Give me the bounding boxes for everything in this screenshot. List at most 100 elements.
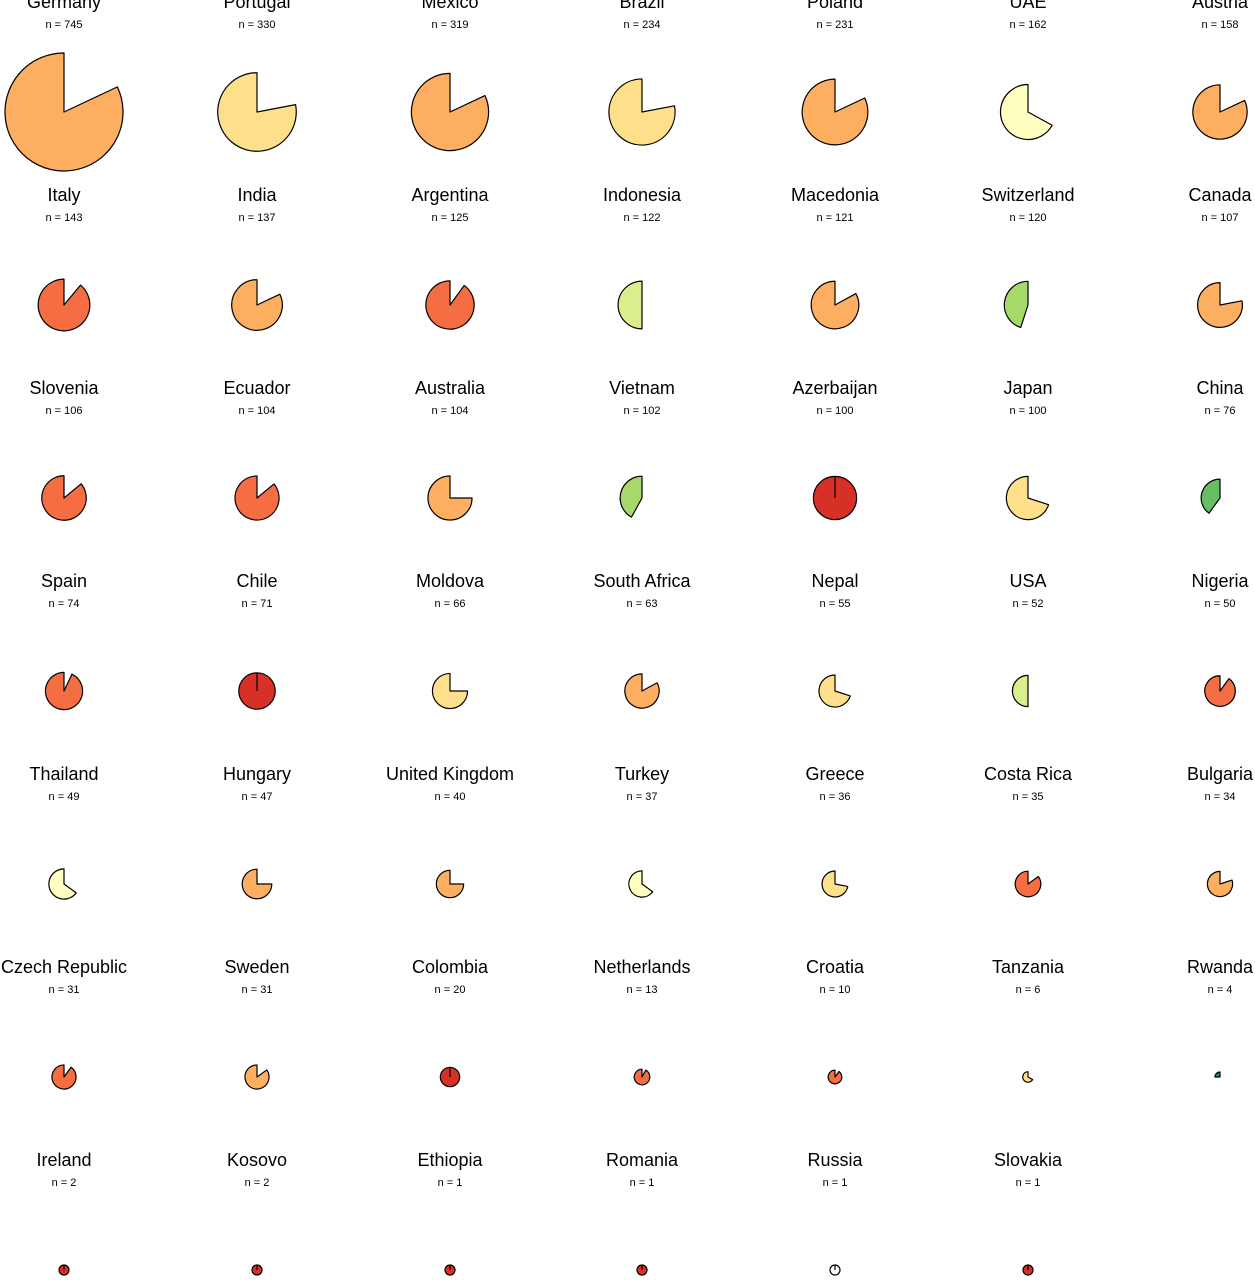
sample-size-label: n = 125 [431, 212, 468, 224]
country-label: Sweden [224, 957, 289, 977]
pie-slice [231, 279, 283, 331]
sample-size-label: n = 234 [623, 19, 660, 31]
pie-macedonia: Macedonia n = 121 [791, 185, 880, 330]
pie-switzerland: Switzerland n = 120 [981, 185, 1075, 329]
sample-size-label: n = 71 [242, 598, 273, 610]
pie-brazil: Brazil n = 234 [608, 0, 676, 146]
sample-size-label: n = 1 [630, 1177, 655, 1189]
pie-slice [1197, 282, 1243, 328]
sample-size-label: n = 319 [431, 19, 468, 31]
pie-germany: Germany n = 745 [4, 0, 124, 172]
country-label: UAE [1009, 0, 1046, 12]
pie-slice [617, 280, 643, 330]
country-label: Italy [47, 185, 80, 205]
pie-ethiopia: Ethiopia n = 1 [417, 1150, 484, 1276]
pie-ireland: Ireland n = 2 [36, 1150, 92, 1276]
pie-slovakia: Slovakia n = 1 [994, 1150, 1063, 1276]
pie-slice [425, 280, 475, 330]
sample-size-label: n = 745 [45, 19, 82, 31]
country-label: Netherlands [593, 957, 690, 977]
sample-size-label: n = 4 [1208, 984, 1233, 996]
country-label: Russia [807, 1150, 863, 1170]
country-label: Vietnam [609, 378, 675, 398]
sample-size-label: n = 50 [1205, 598, 1236, 610]
pie-portugal: Portugal n = 330 [217, 0, 297, 152]
pie-slice [628, 870, 654, 898]
sample-size-label: n = 40 [435, 791, 466, 803]
pie-slice [624, 673, 660, 709]
pie-rwanda: Rwanda n = 4 [1187, 957, 1254, 1078]
sample-size-label: n = 137 [238, 212, 275, 224]
country-label: United Kingdom [386, 764, 514, 784]
pie-nepal: Nepal n = 55 [811, 571, 859, 708]
country-label: Germany [27, 0, 101, 12]
country-label: Turkey [615, 764, 669, 784]
pie-russia: Russia n = 1 [807, 1150, 863, 1276]
country-label: Azerbaijan [792, 378, 877, 398]
sample-size-label: n = 20 [435, 984, 466, 996]
pie-slice [633, 1068, 651, 1086]
pie-slice [48, 868, 77, 900]
country-label: Czech Republic [1, 957, 127, 977]
country-label: USA [1009, 571, 1046, 591]
sample-size-label: n = 1 [823, 1177, 848, 1189]
pie-vietnam: Vietnam n = 102 [609, 378, 675, 518]
pie-slice [427, 475, 473, 521]
sample-size-label: n = 66 [435, 598, 466, 610]
sample-size-label: n = 1 [438, 1177, 463, 1189]
pie-slice [818, 674, 851, 708]
pie-slice [1014, 870, 1042, 898]
pie-slice [41, 475, 87, 521]
pie-hungary: Hungary n = 47 [223, 764, 291, 900]
pie-slice [821, 870, 849, 898]
sample-size-label: n = 49 [49, 791, 80, 803]
pie-turkey: Turkey n = 37 [615, 764, 669, 898]
pie-azerbaijan: Azerbaijan n = 100 [792, 378, 878, 521]
pie-austria: Austria n = 158 [1192, 0, 1249, 140]
sample-size-label: n = 63 [627, 598, 658, 610]
sample-size-label: n = 121 [816, 212, 853, 224]
country-label: Austria [1192, 0, 1249, 12]
pie-slice [234, 475, 280, 521]
pie-slice [1214, 1071, 1221, 1078]
sample-size-label: n = 107 [1201, 212, 1238, 224]
country-label: Switzerland [981, 185, 1074, 205]
pie-usa: USA n = 52 [1009, 571, 1047, 708]
country-label: Nigeria [1191, 571, 1249, 591]
country-label: Canada [1188, 185, 1252, 205]
pie-colombia: Colombia n = 20 [412, 957, 489, 1088]
pie-ecuador: Ecuador n = 104 [223, 378, 291, 521]
pie-slice [244, 1064, 270, 1090]
pie-slice [999, 83, 1053, 141]
sample-size-label: n = 2 [245, 1177, 270, 1189]
pie-slice [801, 78, 869, 146]
sample-size-label: n = 13 [627, 984, 658, 996]
pie-south-africa: South Africa n = 63 [593, 571, 692, 709]
pie-canada: Canada n = 107 [1188, 185, 1253, 328]
pie-argentina: Argentina n = 125 [411, 185, 490, 330]
sample-size-label: n = 100 [1009, 405, 1046, 417]
country-label: Portugal [223, 0, 290, 12]
pie-slice [217, 72, 297, 152]
sample-size-label: n = 143 [45, 212, 82, 224]
pie-slice [431, 672, 469, 710]
pie-slice [51, 1064, 77, 1090]
pie-slice [1204, 675, 1236, 707]
pie-slovenia: Slovenia n = 106 [29, 378, 100, 521]
country-label: Costa Rica [984, 764, 1073, 784]
sample-size-label: n = 104 [238, 405, 275, 417]
pie-slice [241, 868, 273, 900]
pie-kosovo: Kosovo n = 2 [227, 1150, 287, 1276]
country-label: Ethiopia [417, 1150, 483, 1170]
pie-chile: Chile n = 71 [236, 571, 278, 710]
country-label: Greece [805, 764, 864, 784]
country-label: Nepal [811, 571, 858, 591]
country-label: South Africa [593, 571, 691, 591]
sample-size-label: n = 330 [238, 19, 275, 31]
pie-mexico: Mexico n = 319 [410, 0, 490, 152]
country-label: Indonesia [603, 185, 682, 205]
pie-moldova: Moldova n = 66 [416, 571, 485, 710]
sample-size-label: n = 55 [820, 598, 851, 610]
pie-romania: Romania n = 1 [606, 1150, 679, 1276]
